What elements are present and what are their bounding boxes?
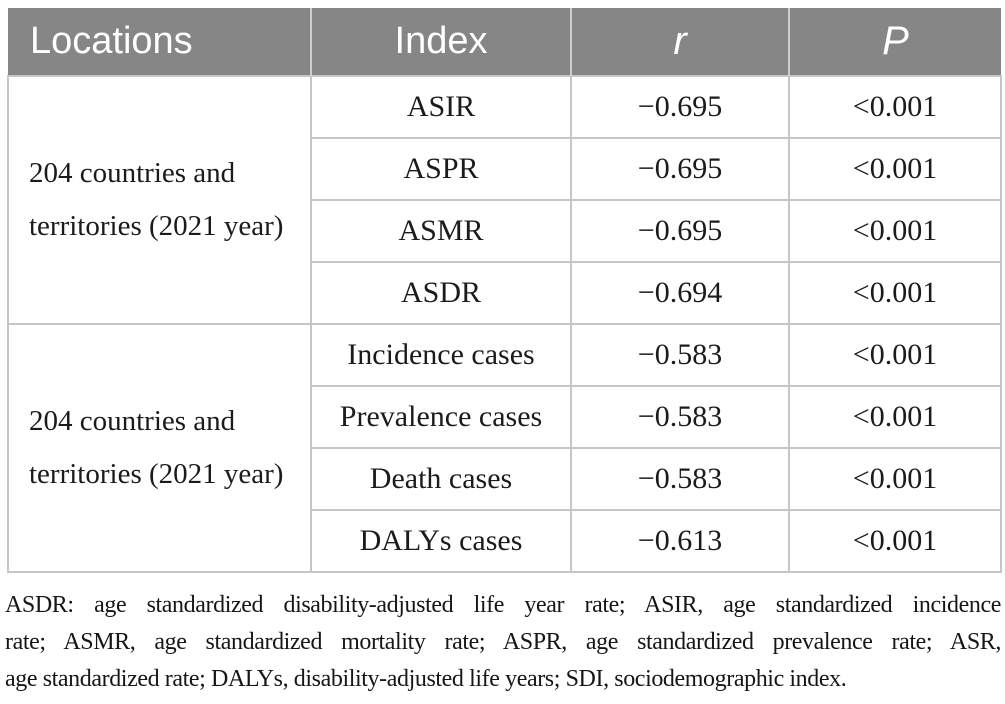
- column-header-p: P: [788, 8, 1001, 76]
- table-row: DALYs cases −0.613 <0.001: [8, 509, 1002, 573]
- location-line-2: territories (2021 year): [29, 458, 284, 490]
- footnote-line-2: rate; ASMR, age standardized mortality r…: [5, 629, 1001, 655]
- table-row: Death cases −0.583 <0.001: [8, 447, 1002, 511]
- table-row: ASPR −0.695 <0.001: [8, 137, 1002, 201]
- p-value-cell: <0.001: [788, 199, 1002, 263]
- location-line-1: 204 countries and: [29, 405, 236, 438]
- index-cell: Incidence cases: [310, 323, 572, 387]
- sdi-correlation-table: Locations Index r P 204 countries and te…: [7, 8, 1002, 573]
- column-header-r: r: [570, 8, 789, 76]
- paper-table-figure: Locations Index r P 204 countries and te…: [0, 8, 1005, 704]
- r-value-cell: −0.583: [570, 447, 790, 511]
- column-header-index: Index: [310, 8, 571, 76]
- index-cell: DALYs cases: [310, 509, 572, 573]
- p-value-cell: <0.001: [788, 261, 1002, 325]
- r-value-cell: −0.583: [570, 385, 790, 449]
- footnote-line-1: ASDR: age standardized disability-adjust…: [5, 592, 1001, 618]
- index-cell: ASIR: [310, 75, 572, 139]
- p-value-cell: <0.001: [788, 75, 1002, 139]
- index-cell: ASMR: [310, 199, 572, 263]
- r-value-cell: −0.695: [570, 199, 790, 263]
- table-row: Prevalence cases −0.583 <0.001: [8, 385, 1002, 449]
- index-cell: ASPR: [310, 137, 572, 201]
- p-value-cell: <0.001: [788, 447, 1002, 511]
- footnote-line-3: age standardized rate; DALYs, disability…: [5, 666, 847, 692]
- p-value-cell: <0.001: [788, 137, 1002, 201]
- location-cell-group-2: 204 countries and territories (2021 year…: [7, 323, 312, 573]
- table-footnote: ASDR: age standardized disability-adjust…: [5, 587, 1001, 698]
- table-row: 204 countries and territories (2021 year…: [7, 323, 1002, 573]
- table-row: ASMR −0.695 <0.001: [8, 199, 1002, 263]
- r-value-cell: −0.583: [570, 323, 790, 387]
- r-value-cell: −0.694: [570, 261, 790, 325]
- index-cell: Death cases: [310, 447, 572, 511]
- r-value-cell: −0.613: [570, 509, 790, 573]
- index-cell: Prevalence cases: [310, 385, 572, 449]
- p-value-cell: <0.001: [788, 509, 1002, 573]
- location-line-2: territories (2021 year): [29, 210, 284, 242]
- p-value-cell: <0.001: [788, 385, 1002, 449]
- r-value-cell: −0.695: [570, 137, 790, 201]
- r-value-cell: −0.695: [570, 75, 790, 139]
- column-header-locations: Locations: [8, 8, 311, 76]
- table-row: 204 countries and territories (2021 year…: [7, 75, 1002, 325]
- index-cell: ASDR: [310, 261, 572, 325]
- p-value-cell: <0.001: [788, 323, 1002, 387]
- location-cell-group-1: 204 countries and territories (2021 year…: [7, 75, 312, 325]
- table-header-row: Locations Index r P: [8, 8, 1001, 76]
- location-line-1: 204 countries and: [29, 157, 236, 190]
- table-row: ASDR −0.694 <0.001: [8, 261, 1002, 325]
